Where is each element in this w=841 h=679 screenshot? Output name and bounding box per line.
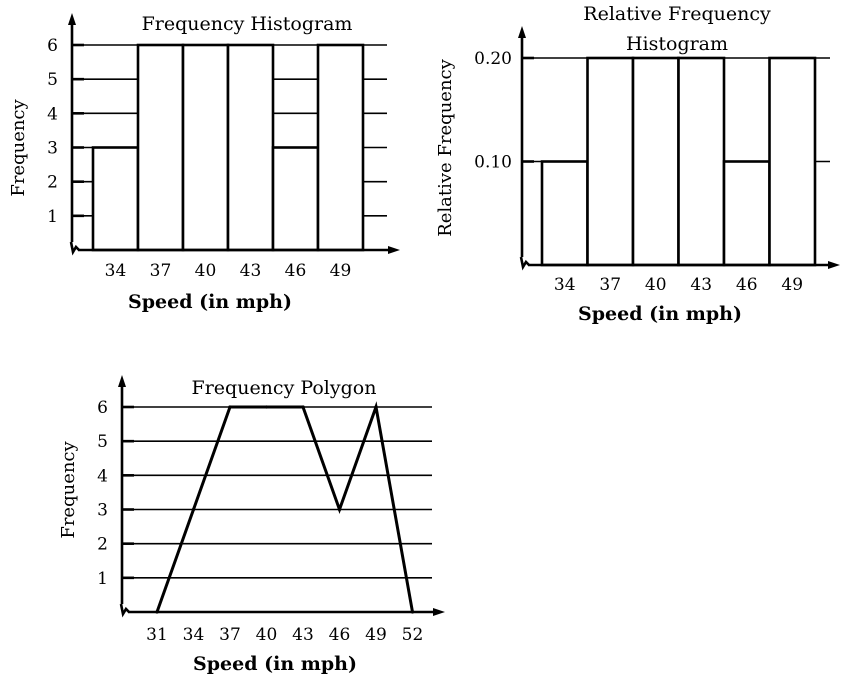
- relative-histogram-x-axis-arrow-icon: [828, 261, 840, 269]
- histogram-x-axis-label: Speed (in mph): [128, 291, 292, 313]
- histogram-bar-43: [226, 43, 275, 252]
- histogram-title: Frequency Histogram: [142, 13, 353, 35]
- histogram-y-tick-label-1: 1: [47, 207, 58, 227]
- polygon-point-49: [374, 405, 378, 409]
- relative-histogram-bar-37: [586, 56, 635, 267]
- relative-histogram-title-line-2: Histogram: [626, 33, 728, 55]
- relative-histogram-x-tick-label-43: 43: [690, 275, 712, 295]
- relative-histogram-x-tick-label-46: 46: [736, 275, 758, 295]
- polygon-x-tick-label-40: 40: [256, 625, 278, 645]
- histogram-x-tick-label-37: 37: [150, 261, 172, 281]
- relative-histogram-title-line-1: Relative Frequency: [583, 3, 771, 25]
- polygon-point-40: [264, 405, 269, 409]
- relative-histogram-bars: [540, 56, 817, 267]
- polygon-x-axis-arrow-icon: [433, 608, 445, 616]
- polygon-y-tick-label-5: 5: [97, 432, 108, 452]
- histogram-bar-40: [181, 43, 230, 252]
- polygon-point-37: [228, 405, 232, 409]
- histogram-y-axis-arrow-icon: [68, 13, 76, 25]
- histogram-y-tick-label-2: 2: [47, 173, 58, 193]
- histogram-x-tick-label-46: 46: [285, 261, 307, 281]
- polygon-x-tick-label-49: 49: [365, 625, 387, 645]
- polygon-point-43: [301, 405, 305, 409]
- histogram-bar-34: [91, 146, 140, 252]
- polygon-y-axis-arrow-icon: [118, 375, 126, 387]
- polygon-point-46: [337, 507, 342, 512]
- relative-histogram-bar-49: [768, 56, 817, 267]
- relative-histogram-y-axis-label: Relative Frequency: [435, 58, 456, 236]
- histogram-bar-46: [271, 146, 320, 252]
- polygon-x-tick-label-37: 37: [219, 625, 241, 645]
- relative-histogram-x-tick-label-34: 34: [554, 275, 576, 295]
- relative-histogram-x-tick-label-40: 40: [645, 275, 667, 295]
- relative-histogram-y-axis-arrow-icon: [518, 26, 526, 38]
- relative-histogram-x-tick-label-37: 37: [599, 275, 621, 295]
- relative-histogram-bar-34: [540, 160, 589, 267]
- histogram-y-tick-label-6: 6: [47, 36, 58, 56]
- histogram-bar-37: [136, 43, 185, 252]
- polygon-x-tick-label-46: 46: [329, 625, 351, 645]
- polygon-x-tick-label-43: 43: [292, 625, 314, 645]
- relative-histogram-axis-break-icon: [519, 256, 530, 271]
- histogram-x-axis-arrow-icon: [388, 246, 400, 254]
- polygon-gridlines: [122, 406, 432, 579]
- relative-histogram-y-tick-label-0.10: 0.10: [474, 153, 512, 173]
- polygon-x-axis-label: Speed (in mph): [193, 653, 357, 675]
- relative-histogram-bar-43: [677, 56, 726, 267]
- polygon-y-tick-label-2: 2: [97, 535, 108, 555]
- polygon-y-tick-label-3: 3: [97, 501, 108, 521]
- polygon-y-tick-label-4: 4: [97, 466, 108, 486]
- histogram-x-tick-label-49: 49: [330, 261, 352, 281]
- relative-histogram-y-tick-label-0.20: 0.20: [474, 49, 512, 69]
- polygon-title: Frequency Polygon: [192, 377, 377, 399]
- polygon-point-34: [191, 507, 196, 512]
- histogram-x-tick-label-43: 43: [240, 261, 262, 281]
- histogram-bars: [91, 43, 365, 252]
- histogram-bar-49: [316, 43, 365, 252]
- polygon-x-tick-label-34: 34: [183, 625, 205, 645]
- relative-histogram-axes: 0.10 0.20 34 37 40 43 46 49: [474, 26, 840, 295]
- histogram-y-axis-label: Frequency: [8, 98, 29, 196]
- relative-histogram-x-tick-label-49: 49: [781, 275, 803, 295]
- relative-histogram-bar-40: [631, 56, 680, 267]
- histogram-axis-break-icon: [69, 241, 80, 256]
- polygon-axis-break-icon: [119, 603, 130, 618]
- polygon-x-tick-label-52: 52: [402, 625, 424, 645]
- polygon-y-tick-label-1: 1: [97, 569, 108, 589]
- relative-histogram-bar-46: [722, 160, 771, 267]
- polygon-y-tick-label-6: 6: [97, 398, 108, 418]
- polygon-x-tick-label-31: 31: [146, 625, 168, 645]
- frequency-polygon-line: [155, 401, 414, 613]
- histogram-x-tick-label-40: 40: [195, 261, 217, 281]
- histogram-y-tick-label-3: 3: [47, 139, 58, 159]
- histogram-x-tick-label-34: 34: [105, 261, 127, 281]
- polygon-y-axis-label: Frequency: [58, 440, 79, 538]
- histogram-y-tick-label-4: 4: [47, 104, 58, 124]
- histogram-y-tick-label-5: 5: [47, 70, 58, 90]
- relative-histogram-x-axis-label: Speed (in mph): [578, 303, 742, 325]
